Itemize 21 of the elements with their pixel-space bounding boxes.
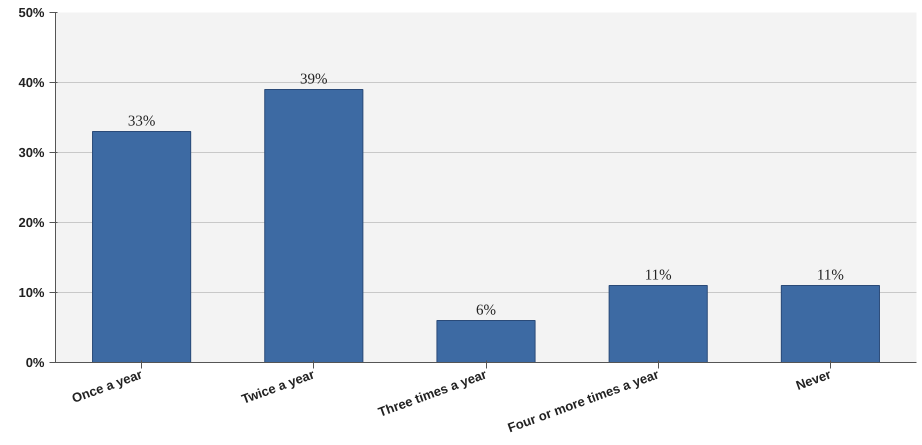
bar [264,89,364,362]
data-label: 6% [476,302,496,318]
x-tick-label: Never [794,366,833,393]
data-label: 39% [300,72,328,88]
data-label: 33% [128,114,156,130]
y-tick-label: 50% [18,5,45,20]
bar [608,285,708,362]
x-tick-label: Three times a year [376,366,489,420]
y-tick-label: 10% [18,285,45,300]
data-label: 11% [644,268,672,284]
x-tick-label: Twice a year [239,366,316,407]
bar [92,131,192,362]
y-tick-label: 30% [18,145,45,160]
y-tick-label: 20% [18,215,45,230]
y-tick-label: 40% [18,75,45,90]
data-label: 11% [816,268,844,284]
bar [780,285,880,362]
y-tick-label: 0% [26,355,45,370]
x-tick-label: Four or more times a year [506,366,661,436]
bar [436,320,536,362]
x-tick-label: Once a year [70,366,144,406]
